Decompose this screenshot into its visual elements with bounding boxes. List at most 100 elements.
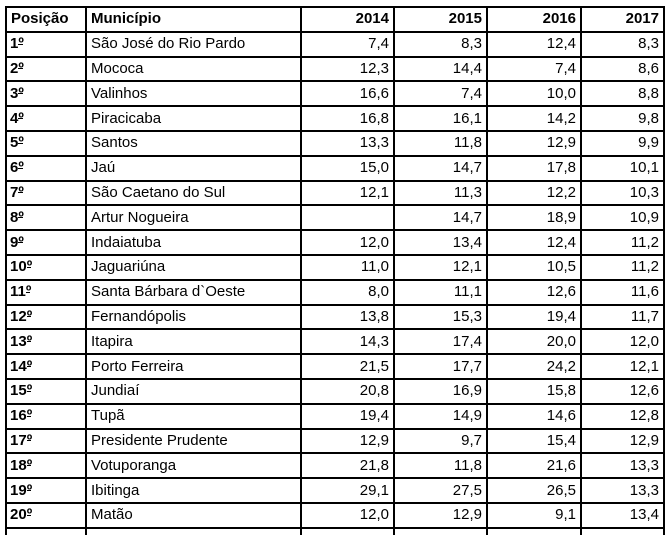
value-2017-cell (580, 526, 665, 535)
table-row: 16º Tupã 19,4 14,9 14,6 12,8 (5, 402, 665, 430)
value-2016-cell: 12,2 (486, 179, 582, 207)
ordinal-indicator: º (26, 506, 33, 524)
table-row: 15º Jundiaí 20,8 16,9 15,8 12,6 (5, 377, 665, 405)
value-2015-cell: 17,7 (393, 353, 488, 380)
ordinal-indicator: º (26, 407, 33, 425)
table-row: 4º Piracicaba 16,8 16,1 14,2 9,8 (5, 105, 665, 132)
position-cell: 19º (5, 477, 87, 504)
table-row: 2º Mococa 12,3 14,4 7,4 8,6 (5, 55, 665, 83)
table-row: 11º Santa Bárbara d`Oeste 8,0 11,1 12,6 11,6 (5, 278, 665, 306)
table-row: 12º Fernandópolis 13,8 15,3 19,4 11,7 (5, 303, 665, 331)
header-row: Posição Município 2014 2015 2016 2017 (5, 6, 665, 33)
position-cell: 15º (5, 377, 87, 405)
position-cell: 8º (5, 204, 87, 232)
value-2017-cell: 8,3 (580, 30, 665, 58)
table-row: 6º Jaú 15,0 14,7 17,8 10,1 (5, 154, 665, 182)
value-2016-cell: 12,9 (486, 129, 582, 157)
value-2014-cell: 20,8 (300, 377, 395, 405)
ordinal-indicator: º (18, 134, 24, 152)
ordinal-indicator: º (18, 233, 24, 251)
table-row: 1º São José do Rio Pardo 7,4 8,3 12,4 8,3 (5, 30, 665, 58)
value-2017-cell: 13,3 (580, 452, 665, 480)
position-cell: 16º (5, 402, 87, 430)
value-2017-cell: 11,6 (580, 278, 665, 306)
ordinal-indicator: º (26, 382, 33, 400)
value-2015-cell: 17,4 (393, 328, 488, 356)
value-2015-cell: 11,8 (393, 129, 488, 157)
value-2017-cell: 12,1 (580, 353, 665, 380)
value-2016-cell: 17,8 (486, 154, 582, 182)
position-cell: 11º (5, 278, 87, 306)
position-cell: 9º (5, 229, 87, 256)
municipality-cell: Itapira (85, 328, 302, 356)
table-row: 9º Indaiatuba 12,0 13,4 12,4 11,2 (5, 229, 665, 256)
municipality-cell: Piracicaba (85, 105, 302, 132)
ordinal-indicator: º (25, 283, 32, 301)
value-2015-cell: 11,8 (393, 452, 488, 480)
value-2016-cell: 7,4 (486, 55, 582, 83)
table-row: 13º Itapira 14,3 17,4 20,0 12,0 (5, 328, 665, 356)
value-2014-cell: 19,4 (300, 402, 395, 430)
value-2014-cell: 12,3 (300, 55, 395, 83)
municipality-cell: Porto Ferreira (85, 353, 302, 380)
value-2016-cell: 12,4 (486, 30, 582, 58)
value-2016-cell: 21,6 (486, 452, 582, 480)
column-header-2015: 2015 (393, 6, 488, 33)
position-cell: 18º (5, 452, 87, 480)
position-cell: 3º (5, 80, 87, 108)
table-row: 5º Santos 13,3 11,8 12,9 9,9 (5, 129, 665, 157)
municipality-cell: Valinhos (85, 80, 302, 108)
table-row: 14º Porto Ferreira 21,5 17,7 24,2 12,1 (5, 353, 665, 380)
value-2015-cell: 14,7 (393, 154, 488, 182)
value-2017-cell: 10,3 (580, 179, 665, 207)
municipality-cell: Jundiaí (85, 377, 302, 405)
value-2015-cell: 11,1 (393, 278, 488, 306)
ordinal-indicator: º (18, 84, 24, 102)
ordinal-indicator: º (26, 258, 33, 276)
value-2017-cell: 9,9 (580, 129, 665, 157)
value-2016-cell: 15,8 (486, 377, 582, 405)
value-2015-cell: 11,3 (393, 179, 488, 207)
value-2015-cell: 16,1 (393, 105, 488, 132)
value-2017-cell: 9,8 (580, 105, 665, 132)
value-2014-cell: 15,0 (300, 154, 395, 182)
table-row: 19º Ibitinga 29,1 27,5 26,5 13,3 (5, 477, 665, 504)
value-2015-cell: 16,9 (393, 377, 488, 405)
value-2017-cell: 10,9 (580, 204, 665, 232)
municipality-cell: Santa Bárbara d`Oeste (85, 278, 302, 306)
municipality-cell: Votuporanga (85, 452, 302, 480)
value-2016-cell: 12,4 (486, 229, 582, 256)
ranking-table: Posição Município 2014 2015 2016 2017 1º… (5, 6, 665, 535)
value-2016-cell: 26,5 (486, 477, 582, 504)
value-2016-cell: 14,2 (486, 105, 582, 132)
municipality-cell: São José do Rio Pardo (85, 30, 302, 58)
value-2015-cell: 27,5 (393, 477, 488, 504)
ranking-table-container: Posição Município 2014 2015 2016 2017 1º… (5, 6, 665, 535)
value-2014-cell: 12,0 (300, 229, 395, 256)
ordinal-indicator: º (18, 159, 24, 177)
value-2015-cell (393, 526, 488, 535)
municipality-cell: Indaiatuba (85, 229, 302, 256)
value-2014-cell: 16,6 (300, 80, 395, 108)
position-cell: 20º (5, 501, 87, 529)
municipality-cell: Jaú (85, 154, 302, 182)
value-2017-cell: 8,8 (580, 80, 665, 108)
value-2016-cell: 20,0 (486, 328, 582, 356)
ordinal-indicator: º (26, 481, 33, 499)
value-2014-cell: 21,5 (300, 353, 395, 380)
table-row: 8º Artur Nogueira 14,7 18,9 10,9 (5, 204, 665, 232)
value-2014-cell: 14,3 (300, 328, 395, 356)
ordinal-indicator: º (18, 208, 24, 226)
value-2015-cell: 8,3 (393, 30, 488, 58)
value-2017-cell: 13,3 (580, 477, 665, 504)
value-2017-cell: 11,7 (580, 303, 665, 331)
municipality-cell (85, 526, 302, 535)
value-2016-cell: 18,9 (486, 204, 582, 232)
value-2014-cell: 29,1 (300, 477, 395, 504)
column-header-posicao: Posição (5, 6, 87, 33)
ordinal-indicator: º (26, 357, 33, 375)
value-2017-cell: 12,0 (580, 328, 665, 356)
table-row: 20º Matão 12,0 12,9 9,1 13,4 (5, 501, 665, 529)
value-2014-cell: 8,0 (300, 278, 395, 306)
column-header-municipio: Município (85, 6, 302, 33)
